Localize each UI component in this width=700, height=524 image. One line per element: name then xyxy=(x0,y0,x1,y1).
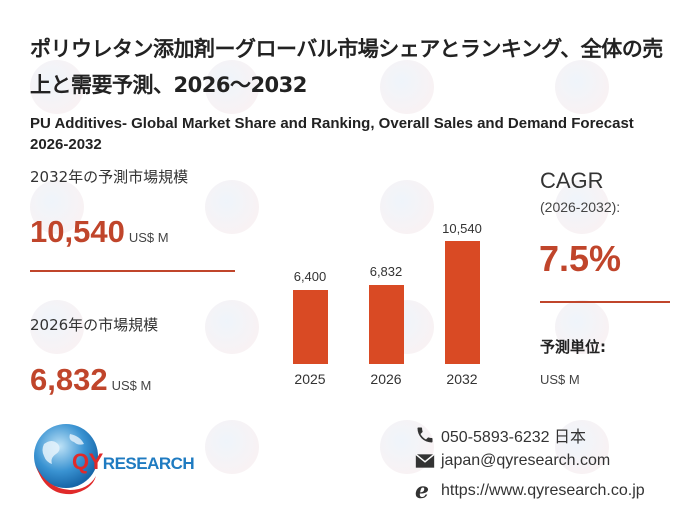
cagr-value: 7.5% xyxy=(539,238,622,279)
phone-icon xyxy=(417,427,433,443)
bar-category-label: 2026 xyxy=(370,371,402,387)
bar-category-label: 2032 xyxy=(446,371,478,387)
forecast-size-value: 10,540 xyxy=(30,214,125,249)
bar-2026 xyxy=(369,285,404,364)
cagr-label: CAGR xyxy=(540,168,604,193)
qyresearch-logo: QYRESEARCH xyxy=(30,422,200,498)
globe-icon xyxy=(34,424,98,495)
website-link[interactable]: https://www.qyresearch.co.jp xyxy=(441,482,645,499)
current-size-label: 2026年の市場規模 xyxy=(30,316,159,334)
contact-phone: 050-5893-6232 日本 xyxy=(415,423,586,447)
bar-value-label: 10,540 xyxy=(442,221,482,236)
forecast-size-label: 2032年の予測市場規模 xyxy=(30,168,189,186)
mail-icon xyxy=(415,453,435,468)
watermark-logo xyxy=(205,300,259,354)
forecast-size-unit: US$ M xyxy=(128,230,169,245)
contact-website[interactable]: e https://www.qyresearch.co.jp xyxy=(415,478,645,504)
cagr-period: (2026-2032): xyxy=(540,199,621,215)
logo-text-research: RESEARCH xyxy=(102,454,195,473)
current-size-unit: US$ M xyxy=(111,378,152,393)
contact-email[interactable]: japan@qyresearch.com xyxy=(415,452,610,470)
bar-2032 xyxy=(445,241,480,364)
forecast-unit-value: US$ M xyxy=(540,372,580,387)
bar-category-label: 2025 xyxy=(294,371,326,387)
bar-chart: 6,400 2025 6,832 2026 10,540 2032 xyxy=(270,210,510,400)
page-subtitle: PU Additives- Global Market Share and Ra… xyxy=(30,115,634,153)
phone-text: 050-5893-6232 日本 xyxy=(441,429,586,446)
bar-value-label: 6,832 xyxy=(369,264,403,279)
watermark-logo xyxy=(205,420,259,474)
bar-value-label: 6,400 xyxy=(293,269,327,284)
forecast-size: 10,540 US$ M xyxy=(30,214,169,250)
browser-e-icon: e xyxy=(415,478,429,504)
logo-text-qy: QY xyxy=(72,449,103,474)
forecast-unit-label: 予測単位: xyxy=(540,338,606,356)
email-link[interactable]: japan@qyresearch.com xyxy=(441,452,611,469)
bar-2025 xyxy=(293,290,328,364)
page-title: ポリウレタン添加剤ーグローバル市場シェアとランキング、全体の売上と需要予測、20… xyxy=(30,37,663,97)
divider xyxy=(540,301,670,303)
current-size: 6,832 US$ M xyxy=(30,362,151,398)
watermark-logo xyxy=(205,180,259,234)
current-size-value: 6,832 xyxy=(30,362,108,397)
divider xyxy=(30,270,235,272)
